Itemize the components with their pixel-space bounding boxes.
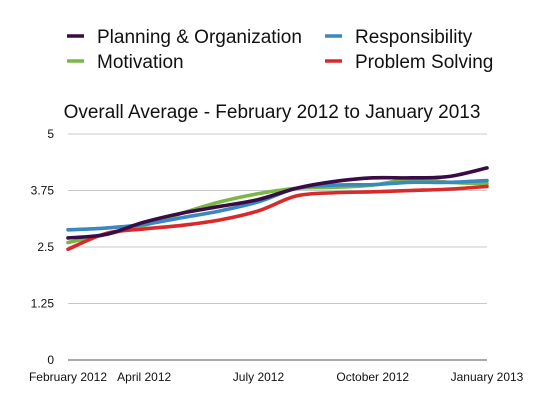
grid-lines — [68, 133, 487, 361]
y-tick-label: 3.75 — [31, 184, 55, 198]
legend-label-planning-and-organization: Planning & Organization — [97, 27, 302, 48]
y-tick-label: 0 — [47, 353, 54, 367]
legend-label-responsibility: Responsibility — [355, 27, 473, 48]
legend-label-motivation: Motivation — [97, 52, 184, 73]
y-tick-label: 5 — [47, 127, 54, 141]
y-axis-tick-labels: 0 1.25 2.5 3.75 5 — [31, 127, 55, 367]
y-tick-label: 1.25 — [31, 297, 55, 311]
series-lines — [66, 166, 489, 252]
x-tick-label: January 2013 — [451, 370, 524, 384]
series-line-planning-and-organization — [66, 166, 489, 240]
y-tick-label: 2.5 — [37, 240, 54, 254]
x-tick-label: July 2012 — [233, 370, 285, 384]
x-tick-label: April 2012 — [117, 370, 171, 384]
series-line-problem-solving — [66, 184, 489, 252]
series-line-responsibility — [66, 178, 489, 232]
x-axis-tick-labels: February 2012 April 2012 July 2012 October … — [29, 370, 524, 384]
legend: Planning & Organization Responsibility Mot… — [67, 27, 493, 73]
chart-title: Overall Average - February 2012 to Janua… — [64, 102, 481, 123]
x-tick-label: October 2012 — [336, 370, 409, 384]
legend-label-problem-solving: Problem Solving — [355, 52, 493, 73]
x-tick-label: February 2012 — [29, 370, 107, 384]
